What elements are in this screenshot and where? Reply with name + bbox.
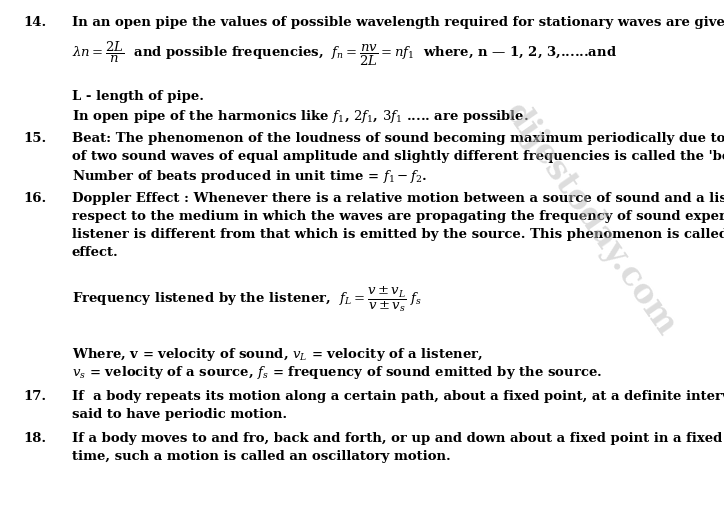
Text: Beat: The phenomenon of the loudness of sound becoming maximum periodically due : Beat: The phenomenon of the loudness of …: [72, 132, 724, 145]
Text: respect to the medium in which the waves are propagating the frequency of sound : respect to the medium in which the waves…: [72, 210, 724, 223]
Text: If a body moves to and fro, back and forth, or up and down about a fixed point i: If a body moves to and fro, back and for…: [72, 431, 724, 444]
Text: $v_s$ = velocity of a source, $f_s$ = frequency of sound emitted by the source.: $v_s$ = velocity of a source, $f_s$ = fr…: [72, 363, 602, 380]
Text: 16.: 16.: [23, 191, 46, 205]
Text: Where, v = velocity of sound, $v_L$ = velocity of a listener,: Where, v = velocity of sound, $v_L$ = ve…: [72, 345, 483, 362]
Text: said to have periodic motion.: said to have periodic motion.: [72, 407, 287, 420]
Text: If  a body repeats its motion along a certain path, about a fixed point, at a de: If a body repeats its motion along a cer…: [72, 389, 724, 402]
Text: Doppler Effect : Whenever there is a relative motion between a source of sound a: Doppler Effect : Whenever there is a rel…: [72, 191, 724, 205]
Text: of two sound waves of equal amplitude and slightly different frequencies is call: of two sound waves of equal amplitude an…: [72, 149, 724, 163]
Text: In an open pipe the values of possible wavelength required for stationary waves : In an open pipe the values of possible w…: [72, 16, 724, 29]
Text: 17.: 17.: [23, 389, 46, 402]
Text: Number of beats produced in unit time = $f_1 - f_2$.: Number of beats produced in unit time = …: [72, 168, 427, 185]
Text: $\lambda n = \dfrac{2L}{n}$  and possible frequencies,  $f_n = \dfrac{nv}{2L} = : $\lambda n = \dfrac{2L}{n}$ and possible…: [72, 40, 617, 68]
Text: L - length of pipe.: L - length of pipe.: [72, 90, 203, 103]
Text: 14.: 14.: [23, 16, 46, 29]
Text: listener is different from that which is emitted by the source. This phenomenon : listener is different from that which is…: [72, 228, 724, 240]
Text: effect.: effect.: [72, 245, 118, 259]
Text: dijestoday.com: dijestoday.com: [497, 97, 683, 342]
Text: 15.: 15.: [23, 132, 46, 145]
Text: Frequency listened by the listener,  $f_L = \dfrac{v \pm v_L}{v \pm v_s}$ $f_s$: Frequency listened by the listener, $f_L…: [72, 285, 422, 314]
Text: In open pipe of the harmonics like $f_1$, $2f_1$, $3f_1$ ..... are possible.: In open pipe of the harmonics like $f_1$…: [72, 108, 529, 125]
Text: time, such a motion is called an oscillatory motion.: time, such a motion is called an oscilla…: [72, 449, 450, 462]
Text: 18.: 18.: [23, 431, 46, 444]
